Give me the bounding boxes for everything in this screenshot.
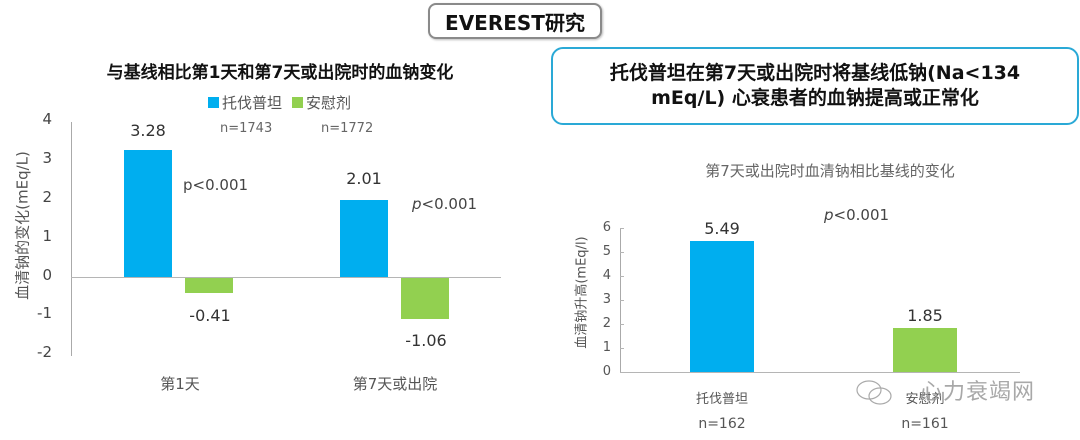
legend-item-placebo: 安慰剂 [292, 92, 351, 113]
left-chart-title: 与基线相比第1天和第7天或出院时的血钠变化 [106, 63, 454, 83]
p-value-right: p<0.001 [824, 206, 890, 224]
y-tick: 1 [602, 340, 611, 355]
tick-mark [620, 228, 624, 229]
tick-mark [620, 300, 624, 301]
bar-value-label: 2.01 [346, 169, 382, 188]
legend-swatch-blue-icon [208, 97, 219, 108]
study-title: EVEREST研究 [445, 10, 585, 35]
bar-value-label: -1.06 [405, 331, 447, 350]
y-tick: -1 [37, 304, 52, 322]
y-tick: 4 [42, 110, 52, 128]
bar-day7-placebo [401, 278, 449, 319]
headline-line-1: 托伐普坦在第7天或出院时将基线低钠(Na<134 [609, 62, 1021, 85]
watermark-text: 心力衰竭网 [920, 380, 1036, 405]
headline-line-2: mEq/L) 心衰患者的血钠提高或正常化 [651, 87, 979, 109]
bar-day1-placebo [185, 278, 233, 293]
tick-mark [620, 276, 624, 277]
n-label: n=162 [698, 416, 746, 432]
legend-swatch-green-icon [292, 97, 304, 108]
y-tick: 2 [42, 188, 52, 206]
y-tick: 1 [42, 227, 52, 245]
bar-value-label: 5.49 [704, 219, 740, 238]
p-value-day7: p<0.001 [412, 195, 478, 213]
y-tick: -2 [37, 343, 52, 361]
bar-day1-tolvaptan [124, 150, 172, 277]
n-label-tolvaptan: n=1743 [220, 121, 273, 136]
x-category: 第1天 [160, 375, 200, 393]
right-chart-title: 第7天或出院时血清钠相比基线的变化 [705, 162, 955, 180]
y-tick: 6 [602, 220, 611, 235]
study-title-box: EVEREST研究 [428, 3, 602, 39]
x-category: 第7天或出院 [352, 375, 438, 393]
y-tick: 2 [602, 316, 611, 331]
bar-placebo [893, 328, 957, 372]
left-zero-line [71, 277, 501, 278]
right-y-axis-label: 血清钠升高(mEq/l) [574, 236, 590, 349]
legend-item-tolvaptan: 托伐普坦 [208, 92, 282, 113]
left-y-axis [71, 122, 72, 356]
y-tick: 3 [602, 292, 611, 307]
p-value-day1: p<0.001 [183, 176, 249, 194]
n-label: n=161 [901, 416, 949, 432]
right-x-axis [620, 372, 1020, 373]
bar-value-label: 3.28 [130, 121, 166, 140]
bar-day7-tolvaptan [340, 200, 388, 277]
legend-label: 托伐普坦 [222, 94, 283, 112]
y-tick: 0 [602, 364, 611, 379]
tick-mark [620, 252, 624, 253]
y-tick: 4 [602, 268, 611, 283]
y-tick: 5 [602, 244, 611, 259]
right-headline-box: 托伐普坦在第7天或出院时将基线低钠(Na<134 mEq/L) 心衰患者的血钠提… [551, 47, 1079, 125]
bar-value-label: 1.85 [907, 306, 943, 325]
tick-mark [620, 348, 624, 349]
bar-value-label: -0.41 [189, 306, 231, 325]
y-tick: 3 [42, 149, 52, 167]
n-label-placebo: n=1772 [321, 121, 374, 136]
x-category: 托伐普坦 [695, 392, 748, 407]
left-chart-legend: 托伐普坦 安慰剂 [208, 92, 361, 113]
x-category: 安慰剂 [905, 392, 945, 407]
wechat-icon [855, 378, 895, 413]
y-tick: 0 [42, 266, 52, 284]
bar-tolvaptan [690, 241, 754, 372]
tick-mark [620, 324, 624, 325]
legend-label: 安慰剂 [306, 94, 352, 112]
